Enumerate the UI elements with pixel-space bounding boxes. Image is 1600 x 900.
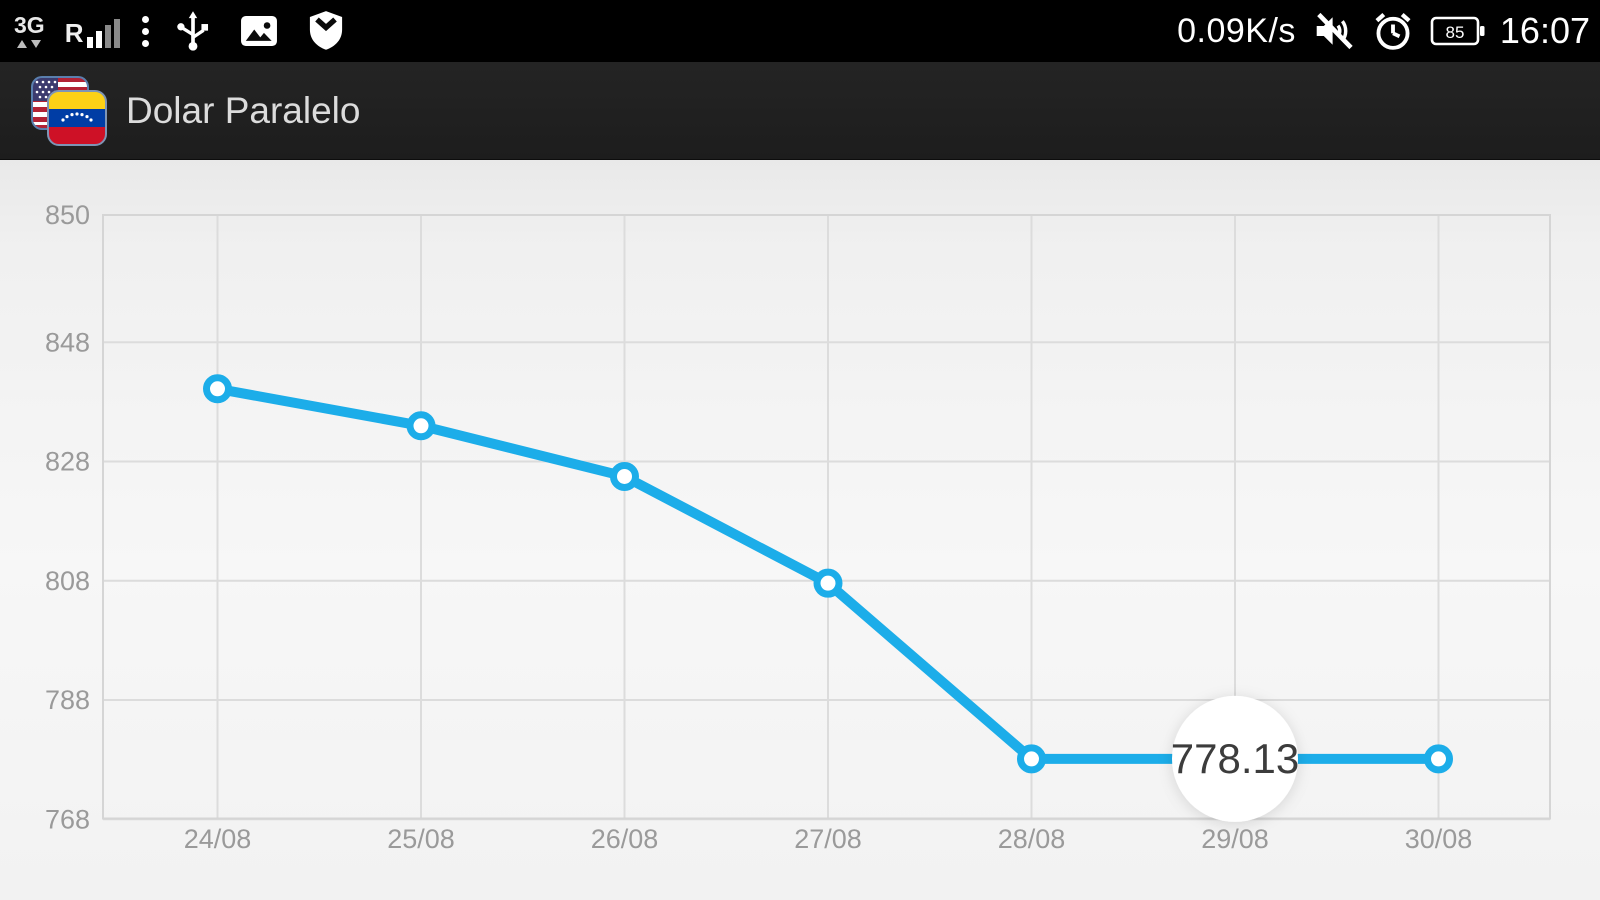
- y-axis-tick-label: 768: [45, 804, 90, 834]
- x-axis-tick-label: 26/08: [591, 824, 659, 854]
- chart-area: 24/08 25/08 26/08 27/08 28/08 29/08 30/08 850 84…: [0, 160, 1600, 900]
- y-axis-tick-label: 850: [45, 200, 90, 230]
- x-axis-tick-label: 24/08: [184, 824, 252, 854]
- battery-icon: 85: [1430, 16, 1485, 46]
- screenshot-image-icon: [241, 15, 278, 47]
- data-point-marker[interactable]: [813, 568, 843, 598]
- network-type-label: 3G: [14, 12, 45, 38]
- usb-icon: [177, 11, 209, 51]
- signal-bars-icon: [87, 14, 121, 48]
- data-point-marker[interactable]: [203, 374, 232, 404]
- data-point-marker[interactable]: [1424, 744, 1453, 774]
- data-point-marker[interactable]: [406, 411, 436, 441]
- x-axis-tick-label: 27/08: [794, 824, 862, 854]
- y-axis-tick-label: 848: [45, 327, 90, 357]
- battery-percent-label: 85: [1445, 23, 1464, 42]
- y-axis-tick-label: 828: [45, 447, 90, 477]
- alarm-clock-icon: [1375, 12, 1411, 50]
- x-axis-tick-label: 30/08: [1405, 824, 1473, 854]
- value-balloon-label: 778.13: [1171, 735, 1299, 782]
- signal-strength-icon: R: [65, 14, 121, 48]
- mobile-data-3g-icon: 3G: [14, 14, 45, 48]
- page-title: Dolar Paralelo: [126, 89, 361, 131]
- y-axis-tick-label: 808: [45, 566, 90, 596]
- overflow-dots-icon: [142, 15, 150, 47]
- line-chart[interactable]: 24/08 25/08 26/08 27/08 28/08 29/08 30/08 850 84…: [0, 160, 1600, 900]
- x-axis-tick-label: 25/08: [387, 824, 455, 854]
- plot-border: [102, 214, 1551, 820]
- value-balloon: [1172, 695, 1298, 822]
- roaming-label: R: [64, 18, 84, 48]
- action-bar: Dolar Paralelo: [0, 62, 1600, 160]
- data-point-marker[interactable]: [1017, 744, 1046, 774]
- data-traffic-arrows-icon: [17, 40, 42, 48]
- x-axis-tick-label: 28/08: [998, 824, 1066, 854]
- app-icon-dolar-paralelo: [30, 75, 110, 147]
- venezuela-flag-icon: [47, 89, 107, 146]
- data-point-marker[interactable]: [610, 461, 639, 491]
- status-bar: 3G R 0.09K/s: [0, 0, 1600, 62]
- network-speed-label: 0.09K/s: [1177, 11, 1296, 50]
- shield-antivirus-icon: [310, 11, 343, 50]
- y-axis-tick-label: 788: [45, 685, 90, 715]
- clock-label: 16:07: [1499, 10, 1590, 51]
- mute-icon: [1316, 12, 1353, 50]
- x-axis-tick-label: 29/08: [1201, 824, 1269, 854]
